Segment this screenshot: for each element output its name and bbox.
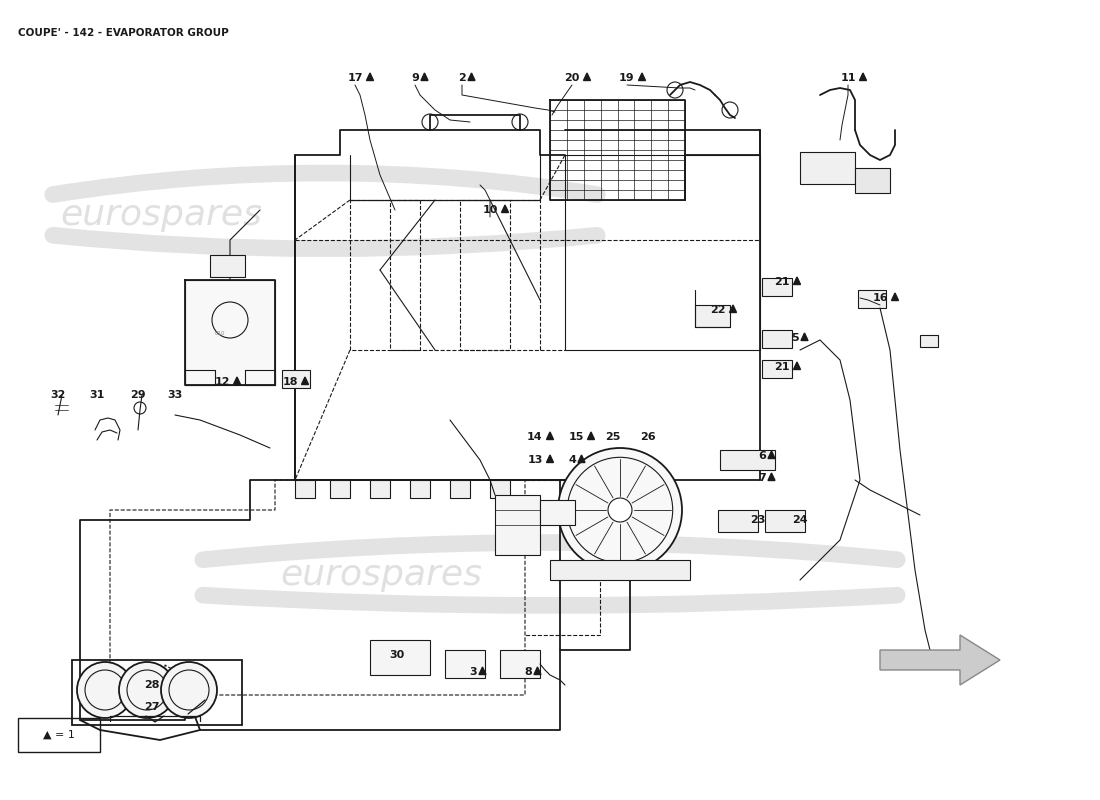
Text: 17: 17 (348, 73, 363, 83)
FancyArrowPatch shape (53, 173, 597, 194)
Text: eurospares: eurospares (280, 558, 482, 592)
Bar (500, 650, 540, 678)
Text: 12: 12 (214, 377, 230, 387)
Text: 21: 21 (774, 277, 790, 287)
Polygon shape (534, 667, 541, 674)
Text: 11: 11 (840, 73, 856, 83)
Polygon shape (729, 305, 737, 313)
Polygon shape (891, 293, 899, 301)
Text: 6: 6 (758, 451, 766, 461)
Text: 31: 31 (89, 390, 104, 400)
Polygon shape (587, 432, 594, 439)
Bar (718, 510, 758, 532)
Text: 21: 21 (774, 362, 790, 372)
Polygon shape (768, 473, 776, 481)
FancyArrowPatch shape (53, 235, 597, 249)
Text: ▲ = 1: ▲ = 1 (43, 730, 75, 740)
Polygon shape (801, 333, 808, 341)
Text: 7: 7 (758, 473, 766, 483)
Bar (330, 480, 350, 498)
Polygon shape (233, 377, 241, 385)
Polygon shape (793, 362, 801, 370)
Circle shape (119, 662, 175, 718)
Bar (550, 560, 690, 580)
Text: 22: 22 (711, 305, 726, 315)
Bar (210, 255, 245, 277)
Bar (764, 510, 805, 532)
Circle shape (161, 662, 217, 718)
Text: 9: 9 (411, 73, 419, 83)
Bar (855, 168, 890, 193)
Polygon shape (366, 73, 374, 81)
Polygon shape (468, 73, 475, 81)
Polygon shape (583, 73, 591, 81)
Text: 3: 3 (470, 667, 476, 677)
Polygon shape (421, 73, 428, 81)
Text: eurospares: eurospares (60, 198, 262, 232)
Polygon shape (880, 635, 1000, 685)
Bar (282, 370, 310, 388)
Text: 4: 4 (568, 455, 576, 465)
Bar (295, 480, 315, 498)
Polygon shape (547, 432, 553, 439)
Polygon shape (547, 455, 553, 462)
FancyArrowPatch shape (202, 542, 898, 560)
Bar (762, 360, 792, 378)
Polygon shape (478, 667, 486, 674)
Text: 2: 2 (458, 73, 466, 83)
Text: 18: 18 (283, 377, 298, 387)
Circle shape (77, 662, 133, 718)
Bar (490, 480, 510, 498)
Bar (410, 480, 430, 498)
Bar (858, 290, 886, 308)
Text: 25: 25 (605, 432, 620, 442)
Polygon shape (768, 451, 776, 458)
Text: 33: 33 (167, 390, 183, 400)
Text: 24: 24 (792, 515, 807, 525)
Polygon shape (638, 73, 646, 81)
Text: 29: 29 (130, 390, 146, 400)
Circle shape (608, 498, 632, 522)
Text: 16: 16 (872, 293, 888, 303)
Polygon shape (301, 377, 308, 385)
Bar (920, 335, 938, 347)
Bar (800, 152, 855, 184)
Bar (18, 718, 100, 752)
Text: 28: 28 (144, 680, 159, 690)
Text: 32: 32 (51, 390, 66, 400)
Polygon shape (859, 73, 867, 81)
Text: 13: 13 (527, 455, 542, 465)
Bar (720, 450, 775, 470)
FancyArrowPatch shape (202, 595, 898, 606)
Polygon shape (578, 455, 585, 462)
Text: 10: 10 (482, 205, 497, 215)
Bar (762, 330, 792, 348)
Polygon shape (502, 205, 508, 213)
Polygon shape (793, 277, 801, 285)
Text: COUPE' - 142 - EVAPORATOR GROUP: COUPE' - 142 - EVAPORATOR GROUP (18, 28, 229, 38)
Text: 010: 010 (214, 331, 225, 336)
Text: 26: 26 (640, 432, 656, 442)
Bar (450, 480, 470, 498)
Text: 30: 30 (389, 650, 405, 660)
Text: 27: 27 (144, 702, 159, 712)
Bar (72, 660, 242, 725)
Bar (540, 500, 575, 525)
Bar (185, 280, 275, 385)
Text: 8: 8 (524, 667, 532, 677)
Text: 23: 23 (750, 515, 766, 525)
Bar (495, 495, 540, 555)
Text: 20: 20 (564, 73, 580, 83)
Text: 19: 19 (619, 73, 635, 83)
Text: 15: 15 (569, 432, 584, 442)
Text: 5: 5 (791, 333, 799, 343)
Circle shape (558, 448, 682, 572)
Bar (446, 650, 485, 678)
Bar (695, 305, 730, 327)
Bar (762, 278, 792, 296)
Bar (370, 640, 430, 675)
Text: 14: 14 (527, 432, 542, 442)
Bar (370, 480, 390, 498)
